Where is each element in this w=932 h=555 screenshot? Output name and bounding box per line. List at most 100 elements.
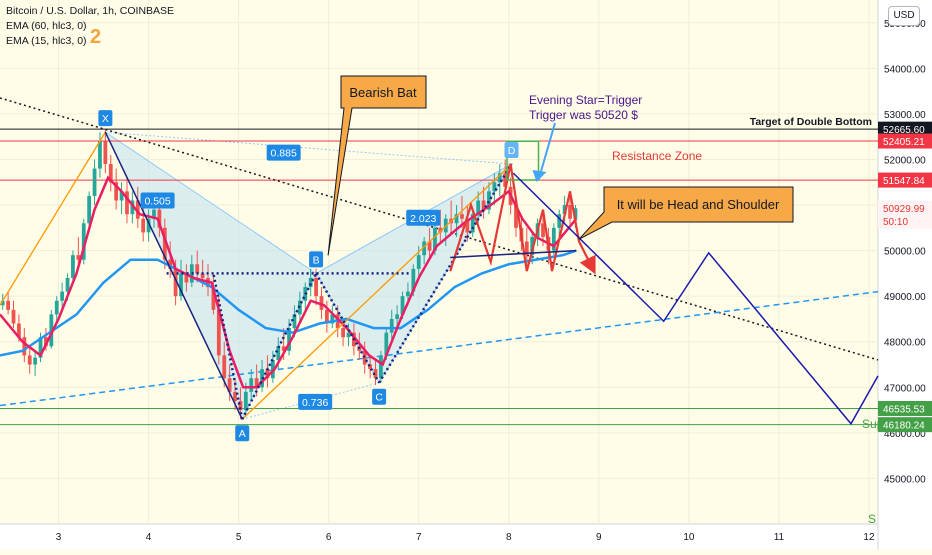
candle[interactable] <box>27 346 32 374</box>
candle[interactable] <box>168 241 173 278</box>
fib-ratio-label[interactable]: 0.505 <box>140 192 175 209</box>
fib-ratio-label[interactable]: 2.023 <box>406 209 441 226</box>
candle[interactable] <box>557 209 562 237</box>
currency-button[interactable]: USD <box>888 6 920 26</box>
legend-ema-60[interactable]: EMA (60, hlc3, 0) <box>6 20 87 32</box>
candle[interactable] <box>324 300 329 333</box>
pattern-point-x[interactable]: X <box>98 110 113 127</box>
candle[interactable] <box>422 236 427 265</box>
candle-body <box>22 337 27 356</box>
candle-body <box>557 214 562 228</box>
candle[interactable] <box>60 282 65 310</box>
candle[interactable] <box>319 287 324 319</box>
candle[interactable] <box>454 205 459 237</box>
pattern-point-b[interactable]: B <box>309 251 324 268</box>
candle[interactable] <box>179 259 183 301</box>
candle[interactable] <box>470 209 475 237</box>
candle[interactable] <box>54 296 59 324</box>
candle[interactable] <box>438 209 443 242</box>
candle-body <box>341 328 345 338</box>
price-axis-label[interactable]: 50929.99 50:10 <box>878 200 932 229</box>
bearish-bat-callout[interactable]: Bearish Bat <box>327 75 427 256</box>
price-axis-panel <box>878 0 932 550</box>
candle-body <box>211 287 216 310</box>
candle[interactable] <box>395 305 400 329</box>
candle-body <box>416 255 421 269</box>
bearish-bat-text: Bearish Bat <box>349 85 417 100</box>
candle[interactable] <box>487 182 491 215</box>
candle[interactable] <box>135 186 140 228</box>
candle[interactable] <box>33 350 38 376</box>
pattern-point-d[interactable]: D <box>504 142 519 159</box>
pattern-point-box <box>309 251 324 268</box>
candle[interactable] <box>195 250 200 283</box>
candle[interactable] <box>108 154 113 192</box>
candle-body <box>476 200 481 215</box>
legend-ema-15[interactable]: EMA (15, hlc3, 0) <box>6 35 87 47</box>
pattern-point-c[interactable]: C <box>372 388 387 405</box>
candle[interactable] <box>92 159 97 206</box>
candle-body <box>243 391 248 411</box>
price-axis-label[interactable]: 51547.84 <box>878 172 932 188</box>
fib-ratio-label[interactable]: 0.736 <box>298 393 333 410</box>
head-shoulders-callout[interactable]: It will be Head and Shoulder <box>578 186 794 240</box>
candle[interactable] <box>71 250 75 283</box>
price-axis-label[interactable]: 46180.24 <box>878 417 932 433</box>
candle[interactable] <box>125 177 129 224</box>
head-shoulders-zigzag <box>449 163 596 275</box>
candle[interactable] <box>184 264 189 292</box>
price-tick-label: 45000.00 <box>884 474 926 485</box>
pattern-point-a[interactable]: A <box>235 425 250 442</box>
candle-body <box>6 300 10 310</box>
pattern-point-text: A <box>239 428 246 440</box>
candle[interactable] <box>308 268 313 297</box>
candle[interactable] <box>362 341 367 374</box>
candle[interactable] <box>346 323 351 347</box>
candle[interactable] <box>492 173 497 206</box>
candle[interactable] <box>162 218 167 269</box>
pattern-point-text: C <box>375 392 383 404</box>
candle[interactable] <box>103 129 108 174</box>
fib-ratio-label[interactable]: 0.885 <box>266 144 301 161</box>
price-axis-label-text: 46535.53 <box>883 404 925 415</box>
price-axis-label-bg <box>878 121 932 137</box>
candle-body <box>330 314 335 324</box>
evening-star-arrowhead <box>532 169 547 182</box>
candle-body <box>81 223 86 260</box>
candle[interactable] <box>227 364 232 401</box>
candle[interactable] <box>249 369 254 401</box>
candle[interactable] <box>476 191 481 224</box>
candle[interactable] <box>119 182 124 215</box>
price-axis-label-text: 51547.84 <box>883 176 925 187</box>
candle[interactable] <box>551 223 556 256</box>
candle-body <box>141 218 146 233</box>
candle[interactable] <box>427 227 432 260</box>
fib-ratio-box <box>406 209 441 226</box>
candle[interactable] <box>11 300 16 329</box>
price-axis-label[interactable]: 46535.53 <box>878 400 932 416</box>
candle[interactable] <box>373 359 378 386</box>
candle[interactable] <box>6 291 10 315</box>
legend-symbol[interactable]: Bitcoin / U.S. Dollar, 1h, COINBASE <box>6 5 175 17</box>
candle[interactable] <box>265 355 270 388</box>
candle[interactable] <box>497 164 502 196</box>
candle-body <box>470 214 475 233</box>
candle[interactable] <box>460 195 464 228</box>
candle[interactable] <box>114 168 119 210</box>
candle[interactable] <box>98 132 102 178</box>
candle[interactable] <box>22 328 27 363</box>
candle-body <box>227 378 232 392</box>
candle[interactable] <box>81 218 86 265</box>
candle-body <box>395 314 400 319</box>
price-axis-label[interactable]: 52665.60 <box>878 121 932 137</box>
price-axis-label[interactable]: 52405.21 <box>878 133 932 149</box>
candle[interactable] <box>389 309 394 342</box>
fib-ratio-box <box>140 192 175 209</box>
candle[interactable] <box>481 186 486 219</box>
candle[interactable] <box>130 191 135 224</box>
candle[interactable] <box>146 209 151 242</box>
candle[interactable] <box>330 305 335 329</box>
candle[interactable] <box>368 355 373 379</box>
